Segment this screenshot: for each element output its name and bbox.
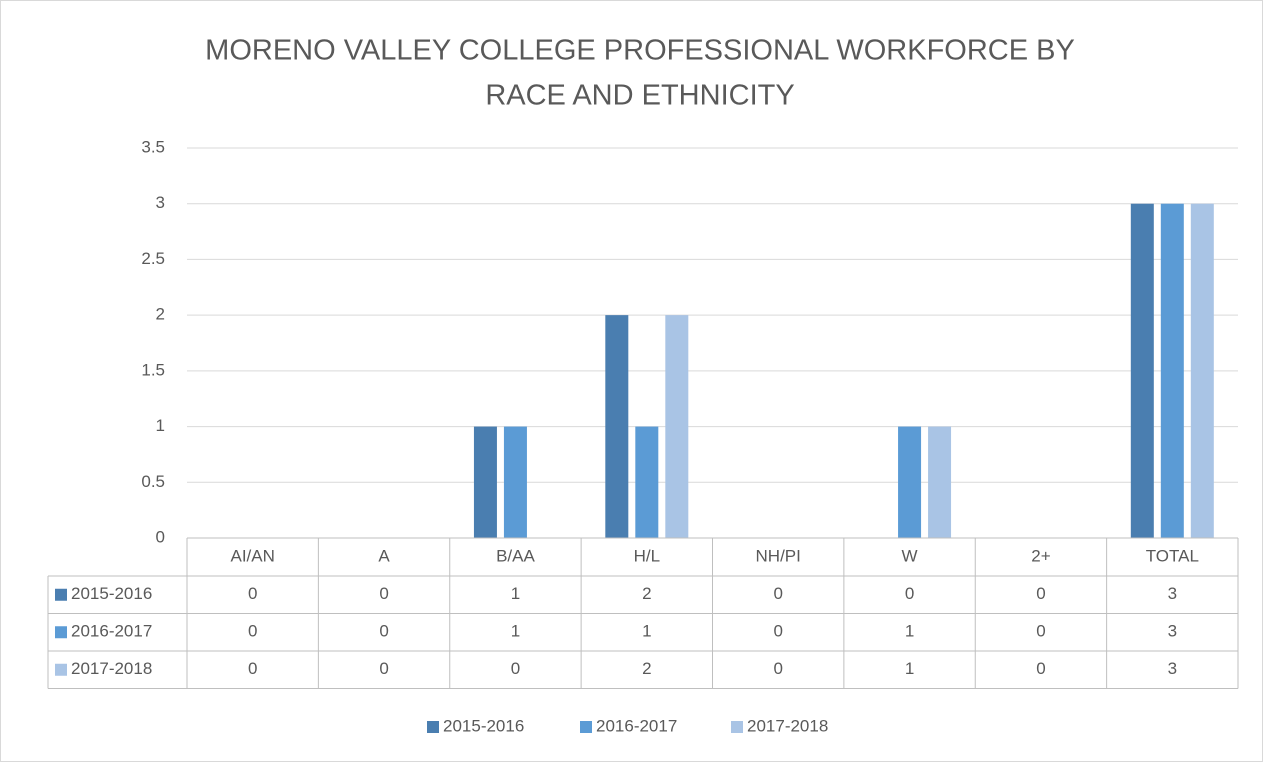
table-cell: 0 <box>248 584 257 603</box>
bar <box>898 426 922 538</box>
table-cell: 0 <box>248 622 257 641</box>
table-cell: 1 <box>905 659 914 678</box>
bar <box>473 426 497 538</box>
table-cell: 0 <box>1036 584 1045 603</box>
table-cell: 0 <box>379 584 388 603</box>
table-cell: 2 <box>642 584 651 603</box>
bar <box>1130 203 1154 538</box>
y-tick-label: 0.5 <box>141 472 165 491</box>
table-legend-key <box>55 626 67 639</box>
bar <box>605 315 629 538</box>
table-cell: 0 <box>248 659 257 678</box>
table-cell: 3 <box>1168 622 1177 641</box>
legend-key <box>731 721 743 733</box>
table-legend-key <box>55 588 67 601</box>
y-tick-label: 3.5 <box>141 137 165 156</box>
legend-key <box>580 721 592 733</box>
bar <box>1190 203 1214 538</box>
legend-label: 2016-2017 <box>596 716 677 735</box>
table-cell: 0 <box>511 659 520 678</box>
legend-label: 2017-2018 <box>747 716 828 735</box>
y-tick-label: 0 <box>156 527 165 546</box>
y-tick-label: 2.5 <box>141 249 165 268</box>
y-tick-label: 2 <box>156 305 165 324</box>
x-tick-label: AI/AN <box>230 546 274 565</box>
table-row-label: 2017-2018 <box>71 659 152 678</box>
table-cell: 0 <box>1036 659 1045 678</box>
table-cell: 0 <box>379 659 388 678</box>
legend-label: 2015-2016 <box>443 716 524 735</box>
x-tick-label: 2+ <box>1031 546 1050 565</box>
table-cell: 1 <box>511 622 520 641</box>
table-cell: 0 <box>1036 622 1045 641</box>
bar <box>1160 203 1184 538</box>
x-tick-label: B/AA <box>496 546 535 565</box>
x-tick-label: A <box>378 546 390 565</box>
table-cell: 3 <box>1168 659 1177 678</box>
chart-title: RACE AND ETHNICITY <box>485 80 794 112</box>
x-tick-label: H/L <box>634 546 660 565</box>
chart-title: MORENO VALLEY COLLEGE PROFESSIONAL WORKF… <box>205 35 1075 67</box>
table-cell: 2 <box>642 659 651 678</box>
table-legend-key <box>55 663 67 676</box>
table-cell: 3 <box>1168 584 1177 603</box>
y-tick-label: 1 <box>156 416 165 435</box>
x-tick-label: NH/PI <box>756 546 801 565</box>
table-cell: 1 <box>905 622 914 641</box>
legend-key <box>427 721 439 733</box>
x-tick-label: TOTAL <box>1146 546 1199 565</box>
table-cell: 0 <box>773 659 782 678</box>
table-row-label: 2016-2017 <box>71 622 152 641</box>
table-cell: 0 <box>773 622 782 641</box>
table-cell: 1 <box>511 584 520 603</box>
y-tick-label: 1.5 <box>141 360 165 379</box>
bar <box>635 426 659 538</box>
table-cell: 0 <box>379 622 388 641</box>
y-tick-label: 3 <box>156 193 165 212</box>
table-cell: 1 <box>642 622 651 641</box>
bar <box>928 426 952 538</box>
table-row-label: 2015-2016 <box>71 584 152 603</box>
table-cell: 0 <box>905 584 914 603</box>
bar <box>665 315 689 538</box>
bar <box>503 426 527 538</box>
table-cell: 0 <box>773 584 782 603</box>
x-tick-label: W <box>902 546 918 565</box>
